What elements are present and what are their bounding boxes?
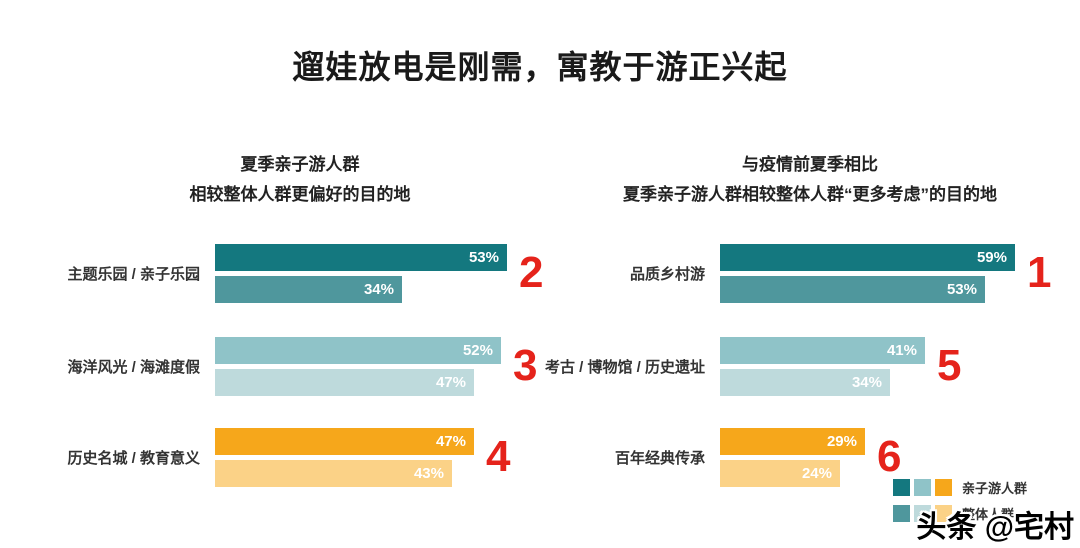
bar-value-label: 53% [468,249,499,266]
rank-number: 2 [519,248,544,297]
bar-value-label: 43% [413,465,444,482]
bar-value-label: 47% [435,374,466,391]
legend-swatch [914,505,931,522]
bar-series1: 34% [720,369,890,396]
chart-right-subtitle: 与疫情前夏季相比 夏季亲子游人群相较整体人群“更多考虑”的目的地 [555,150,1065,210]
bar-series0: 29% [720,428,865,455]
category-label: 历史名城 / 教育意义 [67,450,200,467]
rank-number: 1 [1027,248,1052,297]
rank-number: 5 [937,341,962,390]
bar-value-label: 34% [851,374,882,391]
bar-value-label: 53% [946,281,977,298]
rank-number: 3 [513,341,538,390]
bar-value-label: 34% [363,281,394,298]
category-label: 考古 / 博物馆 / 历史遗址 [544,359,705,376]
bar-series1: 34% [215,276,402,303]
legend-swatch [935,479,952,496]
bar-value-label: 59% [976,249,1007,266]
category-label: 百年经典传承 [614,450,705,467]
bar-value-label: 29% [826,433,857,450]
legend-swatch [893,479,910,496]
chart-left-subtitle-line1: 夏季亲子游人群 [240,155,360,174]
page-title: 遛娃放电是刚需，寓教于游正兴起 [292,49,788,85]
legend-label: 整体人群 [962,507,1015,522]
bar-series0: 59% [720,244,1015,271]
legend-row: 亲子游人群 [893,478,1027,497]
category-label: 主题乐园 / 亲子乐园 [67,266,200,283]
bar-series0: 47% [215,428,474,455]
bar-value-label: 24% [801,465,832,482]
legend-swatch [893,505,910,522]
legend-swatch [935,505,952,522]
chart-right-subtitle-line2: 夏季亲子游人群相较整体人群“更多考虑”的目的地 [623,184,997,204]
category-label: 海洋风光 / 海滩度假 [67,359,200,376]
bar-series1: 47% [215,369,474,396]
chart-left-subtitle: 夏季亲子游人群 相较整体人群更偏好的目的地 [110,150,490,210]
legend: 亲子游人群 整体人群 [893,478,1027,530]
rank-number: 4 [486,432,511,481]
bar-value-label: 41% [886,342,917,359]
legend-label: 亲子游人群 [962,481,1028,496]
bar-value-label: 52% [462,342,493,359]
watermark: 头条 @宅村 [916,511,1074,544]
chart-panel-right: 品质乡村游 59% 53% 1 考古 / 博物馆 / 历史遗址 41% 34% 5 百年经典传承… [490,240,1080,505]
chart-left-subtitle-line2: 相较整体人群更偏好的目的地 [189,184,411,204]
bar-series0: 52% [215,337,501,364]
bar-series1: 53% [720,276,985,303]
bar-series0: 53% [215,244,507,271]
bar-series1: 43% [215,460,452,487]
category-label: 品质乡村游 [629,266,705,283]
legend-swatch [914,479,931,496]
legend-row: 整体人群 [893,504,1027,523]
bar-value-label: 47% [435,433,466,450]
bar-series0: 41% [720,337,925,364]
bar-series1: 24% [720,460,840,487]
chart-right-subtitle-line1: 与疫情前夏季相比 [742,155,878,174]
rank-number: 6 [877,432,902,481]
chart-panel-left: 主题乐园 / 亲子乐园 53% 34% 2 海洋风光 / 海滩度假 52% 47% 3 历史名城… [40,240,600,505]
